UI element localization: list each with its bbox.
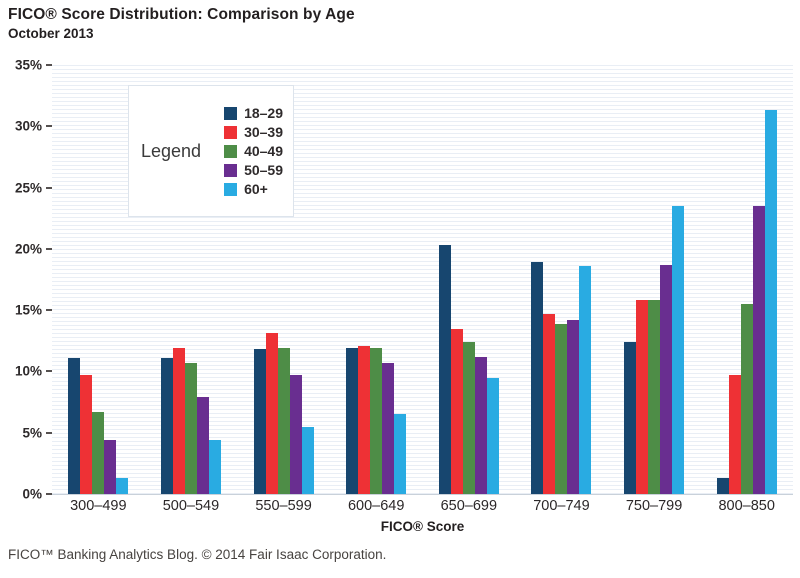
bar bbox=[462, 342, 475, 494]
y-tick-label: 35% bbox=[14, 57, 42, 73]
bar bbox=[277, 348, 290, 494]
legend-label: 60+ bbox=[244, 181, 268, 197]
footer-note: FICO™ Banking Analytics Blog. © 2014 Fai… bbox=[8, 547, 387, 562]
x-tick-label: 500–549 bbox=[162, 498, 220, 514]
y-tick-mark bbox=[46, 247, 52, 250]
chart-subtitle: October 2013 bbox=[8, 26, 94, 41]
x-tick-label: 750–799 bbox=[625, 498, 683, 514]
bar-group bbox=[624, 65, 685, 494]
bar bbox=[104, 440, 117, 494]
legend-item: 18–29 bbox=[224, 105, 283, 121]
bar bbox=[531, 262, 544, 494]
bar bbox=[450, 328, 463, 494]
y-tick-mark bbox=[46, 493, 52, 495]
x-tick-label: 600–649 bbox=[347, 498, 405, 514]
legend-label: 18–29 bbox=[244, 105, 283, 121]
bar bbox=[160, 357, 173, 494]
y-tick-mark bbox=[46, 186, 52, 189]
bar bbox=[543, 313, 556, 494]
x-tick-label: 800–850 bbox=[718, 498, 775, 514]
y-tick-mark bbox=[46, 125, 52, 128]
legend-swatch bbox=[224, 182, 238, 196]
bar bbox=[172, 348, 185, 494]
bar bbox=[752, 205, 765, 494]
y-tick-mark bbox=[46, 64, 52, 66]
bar bbox=[116, 478, 129, 494]
bar bbox=[660, 264, 673, 494]
bar bbox=[474, 356, 487, 494]
bar bbox=[196, 397, 209, 494]
bar-group bbox=[346, 65, 407, 494]
legend-item: 60+ bbox=[224, 181, 283, 197]
chart-title: FICO® Score Distribution: Comparison by … bbox=[8, 6, 355, 23]
bar bbox=[728, 375, 741, 494]
bar bbox=[184, 362, 197, 494]
legend-swatch bbox=[224, 163, 238, 177]
x-tick-label: 650–699 bbox=[440, 498, 498, 514]
y-tick-label: 15% bbox=[14, 302, 42, 318]
legend-box: Legend 18–29 30–39 40–49 50–59 60+ bbox=[128, 85, 294, 217]
bar bbox=[253, 349, 266, 494]
bar bbox=[358, 345, 371, 494]
bar bbox=[648, 300, 661, 494]
legend-entries: 18–29 30–39 40–49 50–59 60+ bbox=[224, 105, 283, 197]
bar bbox=[567, 319, 580, 494]
y-tick-label: 20% bbox=[14, 241, 42, 257]
bar-group bbox=[160, 65, 221, 494]
x-tick-label: 550–599 bbox=[255, 498, 312, 514]
y-tick-mark bbox=[46, 370, 52, 373]
legend-swatch bbox=[224, 125, 238, 139]
legend-item: 30–39 bbox=[224, 124, 283, 140]
x-axis-title: FICO® Score bbox=[380, 519, 465, 534]
bar bbox=[208, 440, 221, 494]
bar-group bbox=[253, 65, 314, 494]
plot-area: Legend 18–29 30–39 40–49 50–59 60+ bbox=[52, 65, 793, 495]
bar bbox=[80, 375, 93, 494]
bar bbox=[764, 110, 777, 494]
y-axis: 0% 5% 10% 15% 20% 25% 30% 35% bbox=[0, 58, 52, 502]
legend-label: 50–59 bbox=[244, 162, 283, 178]
legend-label: 30–39 bbox=[244, 124, 283, 140]
bar bbox=[370, 348, 383, 494]
x-tick-label: 300–499 bbox=[70, 498, 127, 514]
legend-title: Legend bbox=[141, 140, 202, 161]
y-tick-label: 10% bbox=[14, 363, 42, 379]
x-tick-label: 700–749 bbox=[533, 498, 590, 514]
y-tick-label: 5% bbox=[22, 425, 42, 441]
y-tick-mark bbox=[46, 309, 52, 312]
bar bbox=[555, 323, 568, 494]
legend-swatch bbox=[224, 106, 238, 120]
bar bbox=[672, 205, 685, 494]
bar bbox=[740, 304, 753, 494]
bar bbox=[636, 300, 649, 494]
bar-group bbox=[531, 65, 592, 494]
y-tick-label: 25% bbox=[14, 180, 42, 196]
bar bbox=[486, 377, 499, 494]
bar bbox=[579, 266, 592, 494]
bar-group bbox=[716, 65, 777, 494]
legend-item: 40–49 bbox=[224, 143, 283, 159]
bar bbox=[382, 362, 395, 494]
bar bbox=[265, 333, 278, 494]
bar-groups bbox=[52, 65, 793, 494]
legend-swatch bbox=[224, 144, 238, 158]
x-axis-labels: 300–499 500–549 550–599 600–649 650–699 700–7… bbox=[52, 498, 793, 514]
legend-item: 50–59 bbox=[224, 162, 283, 178]
bar bbox=[68, 357, 81, 494]
bar-group bbox=[68, 65, 129, 494]
bar bbox=[301, 426, 314, 494]
y-tick-label: 0% bbox=[22, 486, 42, 502]
bar bbox=[346, 348, 359, 494]
bar bbox=[624, 342, 637, 494]
legend-label: 40–49 bbox=[244, 143, 283, 159]
bar bbox=[716, 478, 729, 494]
y-tick-mark bbox=[46, 431, 52, 434]
bar-group bbox=[438, 65, 499, 494]
y-tick-label: 30% bbox=[14, 118, 42, 134]
bar bbox=[289, 375, 302, 494]
bar bbox=[92, 411, 105, 494]
bar bbox=[394, 414, 407, 494]
bar bbox=[438, 245, 451, 494]
